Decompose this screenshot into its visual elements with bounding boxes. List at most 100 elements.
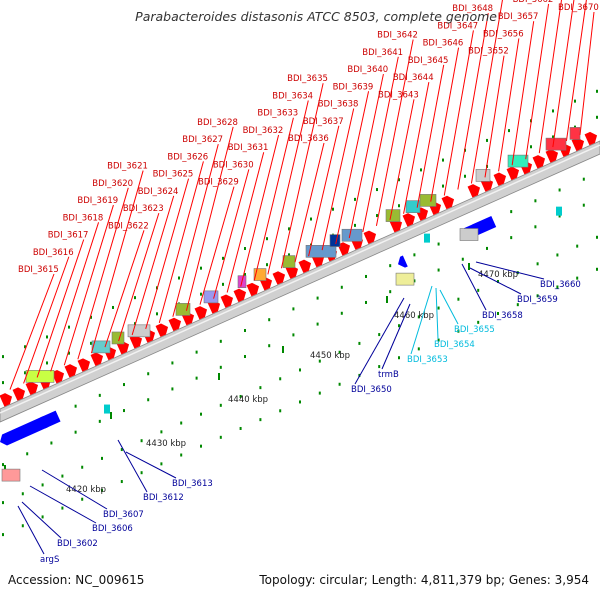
upper-leader-line xyxy=(23,256,70,384)
gene-shape xyxy=(246,282,260,297)
upper-gene-label: BDI_3624 xyxy=(138,187,179,197)
tick-mark xyxy=(219,339,222,343)
tick-mark xyxy=(24,345,26,349)
gene-block xyxy=(111,331,125,345)
tick-mark xyxy=(288,227,290,231)
tick-mark xyxy=(316,322,319,326)
lower-leader-line xyxy=(117,439,148,493)
upper-gene-label: BDI_3637 xyxy=(303,117,344,127)
gene-shape xyxy=(467,184,481,198)
tick-mark xyxy=(74,430,77,434)
major-tick xyxy=(468,263,470,270)
scale-label: 4460 kbp xyxy=(394,311,434,321)
gene-shape xyxy=(64,364,78,378)
tick-mark xyxy=(461,257,464,261)
upper-leader-line xyxy=(470,0,503,184)
tick-mark xyxy=(338,350,341,354)
rna-gene xyxy=(104,404,110,414)
upper-leader-line xyxy=(50,222,100,372)
tick-mark xyxy=(310,217,312,221)
tick-mark xyxy=(340,311,343,315)
upper-leader-line xyxy=(403,82,430,214)
tick-mark xyxy=(279,409,282,413)
upper-gene-label: BDI_3626 xyxy=(167,152,208,162)
tick-mark xyxy=(134,322,136,326)
gene-shape xyxy=(545,149,559,163)
tick-mark xyxy=(477,288,480,292)
upper-leader-line xyxy=(416,64,445,208)
upper-gene-label: BDI_3647 xyxy=(437,21,478,31)
tick-mark xyxy=(219,403,222,407)
genome-summary-text: Topology: circular; Length: 4,811,379 bp… xyxy=(259,573,589,587)
forward-gene-arrow xyxy=(532,155,546,169)
gene-shape xyxy=(51,369,65,384)
gene-block xyxy=(385,209,401,222)
upper-leader-line xyxy=(36,239,85,378)
forward-gene-arrow xyxy=(389,218,403,233)
gene-shape xyxy=(493,172,507,186)
upper-leader-line xyxy=(498,38,520,172)
upper-gene-label: BDI_3632 xyxy=(243,126,284,136)
upper-leader-line xyxy=(375,39,414,226)
tick-mark xyxy=(437,242,440,246)
gene-shape xyxy=(389,218,403,233)
gene-shape xyxy=(129,335,143,349)
upper-leader-line xyxy=(118,212,160,342)
gene-block xyxy=(419,194,437,207)
gene-shape xyxy=(337,242,351,256)
upper-gene-label: BDI_3643 xyxy=(378,90,419,100)
lower-gene-label: BDI_3658 xyxy=(482,311,523,321)
major-tick xyxy=(282,346,284,353)
upper-leader-line xyxy=(267,100,309,275)
tick-mark xyxy=(2,501,4,505)
forward-gene-arrow xyxy=(64,364,78,378)
tick-mark xyxy=(497,312,499,316)
upper-leader-line xyxy=(362,56,399,233)
upper-leader-line xyxy=(240,134,280,287)
upper-gene-label: BDI_3635 xyxy=(287,74,328,84)
upper-gene-label: BDI_3646 xyxy=(423,39,464,49)
forward-gene-arrow xyxy=(584,131,598,146)
gene-block xyxy=(253,268,267,281)
lower-gene-label: BDI_3602 xyxy=(57,539,98,549)
tick-mark xyxy=(2,463,4,467)
upper-gene-label: BDI_3620 xyxy=(92,179,133,189)
gene-shape xyxy=(532,155,546,169)
upper-leader-line xyxy=(90,170,144,354)
tick-mark xyxy=(81,497,84,501)
upper-gene-label: BDI_3616 xyxy=(33,248,74,258)
upper-gene-label: BDI_3622 xyxy=(108,221,149,231)
tick-mark xyxy=(420,168,422,172)
tick-mark xyxy=(26,452,29,456)
forward-gene-arrow xyxy=(155,323,169,337)
tick-mark xyxy=(180,421,183,425)
tick-mark xyxy=(596,115,598,119)
accession-text: Accession: NC_009615 xyxy=(8,573,145,587)
tick-mark xyxy=(195,350,198,354)
upper-gene-label: BDI_3670 xyxy=(558,3,599,13)
forward-gene-arrow xyxy=(506,166,520,181)
lower-leader-line xyxy=(29,485,97,524)
forward-gene-arrow xyxy=(194,306,208,320)
tick-mark xyxy=(61,506,64,510)
tick-mark xyxy=(338,382,341,386)
upper-gene-label: BDI_3631 xyxy=(228,143,269,153)
tick-mark xyxy=(417,315,420,319)
tick-mark xyxy=(123,409,125,413)
tick-mark xyxy=(266,263,268,267)
tick-mark xyxy=(354,223,356,227)
tick-mark xyxy=(219,435,222,439)
upper-leader-line xyxy=(308,125,340,257)
upper-leader-line xyxy=(565,0,587,142)
tick-mark xyxy=(534,199,537,203)
forward-gene-arrow xyxy=(51,369,65,384)
reverse-gene-arrow xyxy=(0,416,49,446)
tick-mark xyxy=(147,372,150,376)
tick-mark xyxy=(486,246,488,250)
upper-gene-label: BDI_3652 xyxy=(468,47,509,57)
upper-gene-label: BDI_3630 xyxy=(213,160,254,170)
tick-mark xyxy=(574,99,576,103)
forward-gene-arrow xyxy=(12,387,26,401)
gene-shape xyxy=(0,416,49,446)
forward-gene-arrow xyxy=(285,265,299,279)
